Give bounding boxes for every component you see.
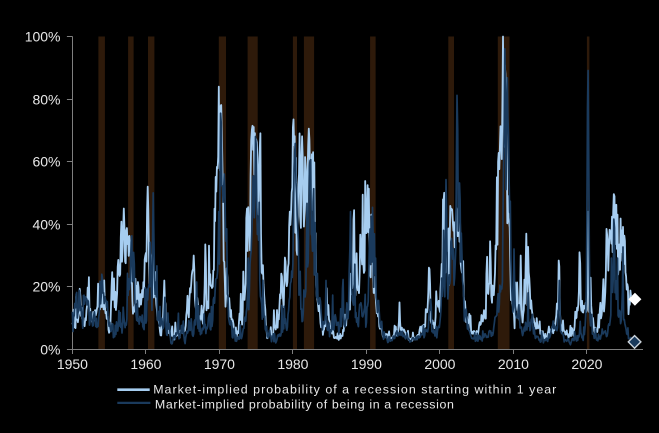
svg-text:100%: 100% [25,28,61,44]
svg-text:0%: 0% [40,341,60,357]
svg-text:60%: 60% [32,153,60,169]
svg-text:1950: 1950 [57,356,88,372]
svg-text:2010: 2010 [498,356,529,372]
svg-text:1970: 1970 [204,356,235,372]
svg-text:80%: 80% [32,91,60,107]
svg-text:1990: 1990 [351,356,382,372]
svg-text:Market-implied probability of: Market-implied probability of being in a… [155,398,455,412]
svg-text:2000: 2000 [424,356,455,372]
svg-text:2020: 2020 [571,356,602,372]
svg-text:1980: 1980 [277,356,308,372]
svg-text:20%: 20% [32,278,60,294]
svg-text:1960: 1960 [130,356,161,372]
svg-text:40%: 40% [32,216,60,232]
svg-text:Market-implied probability of: Market-implied probability of a recessio… [153,382,557,396]
